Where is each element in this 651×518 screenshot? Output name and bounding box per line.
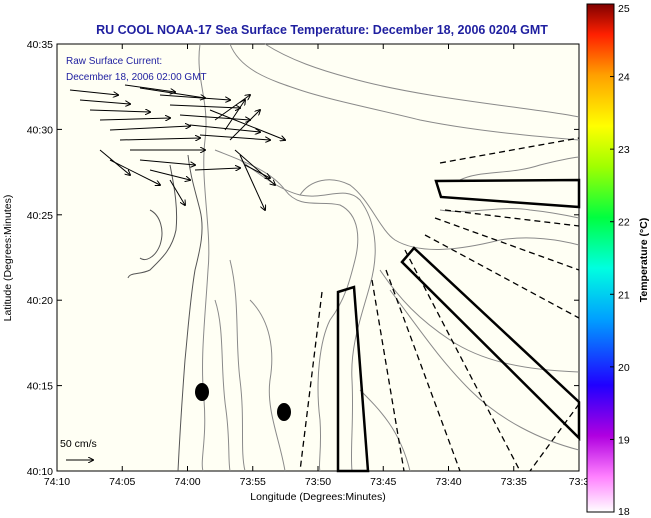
x-tick-label: 73:40 <box>435 476 461 488</box>
y-tick-label: 40:30 <box>27 124 53 136</box>
colorbar-tick-label: 22 <box>618 217 630 229</box>
y-tick-label: 40:10 <box>27 466 53 478</box>
colorbar-gradient <box>586 3 615 513</box>
colorbar-title: Temperature (°C) <box>638 218 650 303</box>
colorbar-tick-label: 21 <box>618 289 630 301</box>
x-tick-label: 74:10 <box>44 476 70 488</box>
y-axis: 40:35 40:30 40:25 40:20 40:15 40:10 <box>27 39 579 478</box>
surface-current-arrows <box>69 84 285 210</box>
colorbar-tick-label: 18 <box>618 506 630 518</box>
colorbar-tick-label: 24 <box>618 72 630 84</box>
map-title: RU COOL NOAA-17 Sea Surface Temperature:… <box>96 23 548 37</box>
scale-label: 50 cm/s <box>60 438 97 450</box>
y-tick-label: 40:25 <box>27 210 53 222</box>
colorbar: 25 24 23 22 21 20 19 18 Temperature (°C) <box>586 3 650 518</box>
x-tick-label: 73:45 <box>370 476 396 488</box>
current-note-line2: December 18, 2006 02:00 GMT <box>66 72 207 83</box>
x-axis: 74:10 74:05 74:00 73:55 73:50 73:45 73:40 73:35… <box>44 44 590 488</box>
x-tick-label: 73:50 <box>305 476 331 488</box>
survey-polygons <box>336 178 581 473</box>
colorbar-ticks: 25 24 23 22 21 20 19 18 <box>610 3 630 518</box>
colorbar-tick-label: 23 <box>618 144 630 156</box>
station-marker <box>277 403 291 421</box>
x-axis-label: Longitude (Degrees:Minutes) <box>250 491 385 503</box>
dashed-transects <box>299 137 580 472</box>
bathymetry-contours <box>198 43 580 472</box>
y-axis-label: Latitude (Degrees:Minutes) <box>2 195 14 322</box>
x-tick-label: 73:55 <box>240 476 266 488</box>
x-tick-label: 73:3 <box>569 476 590 488</box>
coastline <box>127 154 203 472</box>
current-note-line1: Raw Surface Current: <box>66 56 162 67</box>
colorbar-tick-label: 20 <box>618 362 630 374</box>
x-tick-label: 74:05 <box>109 476 135 488</box>
station-marker <box>195 383 209 401</box>
plot-area: Raw Surface Current: December 18, 2006 0… <box>56 43 581 473</box>
colorbar-tick-label: 19 <box>618 434 630 446</box>
y-tick-label: 40:35 <box>27 39 53 51</box>
y-tick-label: 40:15 <box>27 381 53 393</box>
sea-background <box>56 43 580 472</box>
y-tick-label: 40:20 <box>27 295 53 307</box>
x-tick-label: 74:00 <box>174 476 200 488</box>
colorbar-tick-label: 25 <box>618 3 630 15</box>
x-tick-label: 73:35 <box>501 476 527 488</box>
